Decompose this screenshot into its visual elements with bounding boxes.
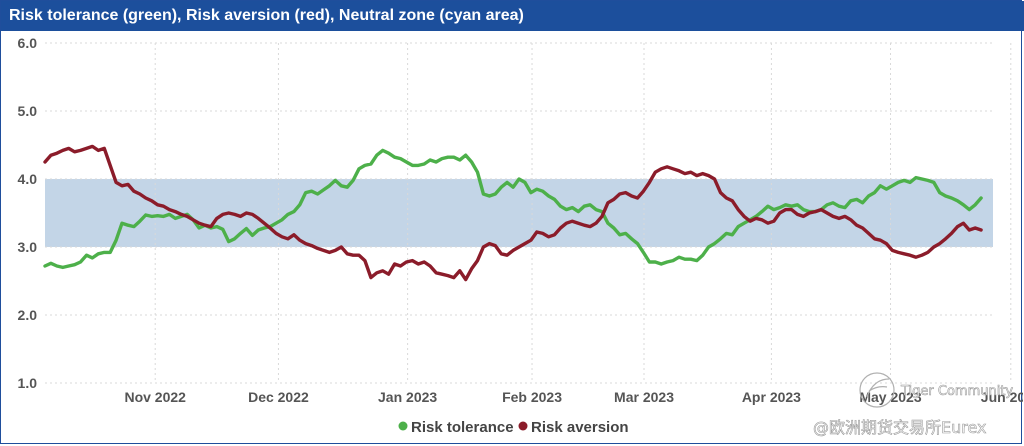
x-tick-label: Dec 2022 xyxy=(248,389,309,405)
risk-aversion-line xyxy=(43,144,983,282)
y-tick-label: 6.0 xyxy=(18,35,38,51)
risk-tolerance-line xyxy=(43,148,983,270)
legend-marker-risk-tolerance xyxy=(398,421,408,431)
y-tick-label: 2.0 xyxy=(18,307,38,323)
neutral-zone-area xyxy=(45,179,993,247)
x-tick-label: Jun 2023 xyxy=(981,389,1023,405)
x-tick-label: Jan 2023 xyxy=(378,389,437,405)
y-tick-label: 5.0 xyxy=(18,103,38,119)
x-tick-label: Nov 2022 xyxy=(124,389,186,405)
x-tick-label: Apr 2023 xyxy=(742,389,801,405)
tiger-logo-icon xyxy=(859,372,895,408)
legend-marker-risk-aversion xyxy=(518,421,528,431)
y-tick-label: 4.0 xyxy=(18,171,38,187)
watermark-line2: @欧洲期货交易所Eurex xyxy=(813,418,987,437)
chart-title: Risk tolerance (green), Risk aversion (r… xyxy=(1,1,1024,31)
watermark-line1: Tiger Community xyxy=(900,384,1013,399)
y-tick-label: 3.0 xyxy=(18,239,38,255)
x-tick-label: Mar 2023 xyxy=(614,389,674,405)
x-tick-label: May 2023 xyxy=(859,389,921,405)
legend-label-risk-aversion[interactable]: Risk aversion xyxy=(531,419,629,436)
tiger-logo-stroke xyxy=(866,378,890,398)
legend-label-risk-tolerance[interactable]: Risk tolerance xyxy=(411,419,514,436)
y-tick-label: 1.0 xyxy=(18,375,38,391)
x-tick-label: Feb 2023 xyxy=(502,389,562,405)
